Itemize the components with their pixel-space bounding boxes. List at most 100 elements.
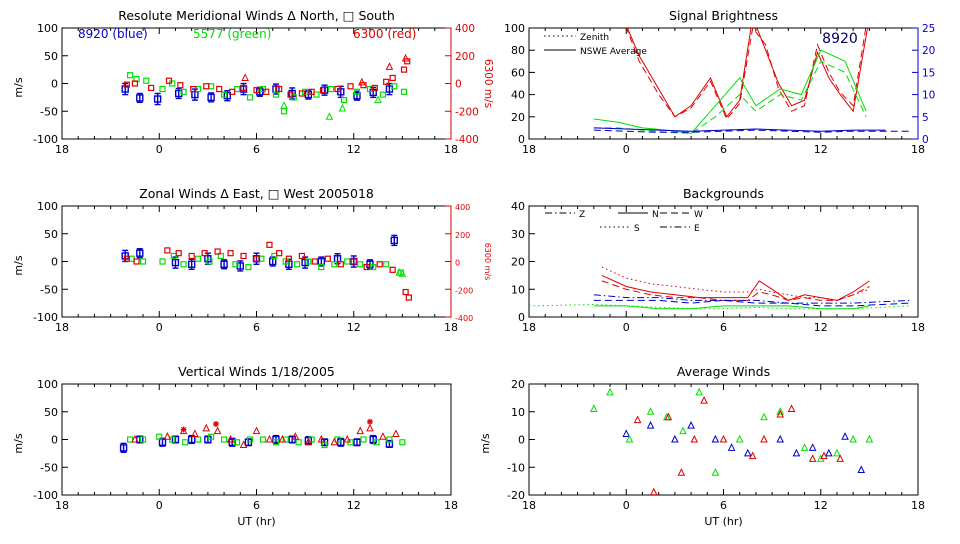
x-tick-label: 18 [444, 321, 458, 334]
legend-5577: 5577 (green) [193, 27, 271, 41]
data-point [337, 261, 344, 268]
data-point [370, 263, 377, 271]
x-tick-label: 18 [522, 143, 536, 156]
y-axis-label: m/s [12, 433, 25, 453]
x-tick-label: 18 [911, 143, 925, 156]
data-point [391, 83, 398, 90]
x-axis-label: UT (hr) [237, 515, 275, 528]
data-point [291, 432, 300, 440]
data-point [849, 434, 857, 443]
data-point [153, 95, 162, 103]
series-line [601, 266, 870, 301]
data-point [308, 88, 315, 95]
x-tick-label: 18 [55, 143, 69, 156]
x-tick-label: 0 [623, 499, 630, 512]
data-point [353, 438, 361, 446]
data-point [207, 93, 215, 102]
data-point [792, 448, 801, 457]
data-point [677, 468, 686, 476]
data-point [808, 443, 817, 451]
data-point [163, 432, 172, 440]
data-point [841, 432, 849, 440]
data-point [820, 451, 828, 460]
data-point [319, 87, 327, 94]
data-point [148, 84, 155, 92]
data-point [133, 258, 140, 265]
data-point [325, 112, 334, 120]
data-point [236, 262, 244, 270]
data-point [278, 434, 287, 443]
data-point [331, 261, 338, 268]
y-axis-label: m/s [12, 255, 25, 275]
data-point [366, 418, 373, 425]
data-point [317, 434, 326, 443]
data-point [622, 429, 631, 437]
data-point [313, 91, 320, 98]
chart-title: Resolute Meridional Winds Δ North, □ Sou… [118, 8, 395, 23]
data-point [321, 441, 328, 449]
x-tick-label: 18 [911, 499, 925, 512]
data-point [272, 91, 280, 98]
x-tick-label: 18 [522, 499, 536, 512]
chart-title: Backgrounds [683, 186, 764, 201]
data-point [187, 260, 196, 268]
data-point [245, 263, 252, 271]
series-line [593, 299, 910, 307]
chart-title: Signal Brightness [669, 8, 778, 23]
data-point [687, 421, 695, 429]
data-point [220, 436, 228, 443]
data-point [379, 432, 387, 440]
annotation-8920: 8920 [822, 31, 858, 47]
y-tick-label: -20 [507, 489, 525, 502]
x-tick-label: 18 [911, 321, 925, 334]
data-point [646, 421, 655, 429]
y-tick-label: 10 [511, 406, 525, 419]
data-point [402, 288, 409, 296]
data-point [280, 101, 288, 109]
chart-title: Zonal Winds Δ East, □ West 2005018 [139, 186, 374, 201]
data-point [690, 434, 699, 443]
x-tick-label: 12 [347, 143, 361, 156]
chart-title: Vertical Winds 1/18/2005 [178, 364, 335, 379]
x-tick-label: 12 [814, 321, 828, 334]
data-point [808, 454, 817, 462]
data-point [293, 261, 301, 268]
right-y-tick-label: 20 [922, 45, 935, 57]
data-point [386, 436, 393, 443]
right-y-tick-label: 15 [922, 67, 935, 79]
data-point [131, 80, 139, 87]
data-point [295, 439, 302, 446]
x-tick-label: 18 [444, 499, 458, 512]
data-point [311, 258, 318, 265]
data-point [233, 439, 241, 446]
data-point [385, 440, 394, 448]
data-point [857, 465, 866, 474]
plot-area [590, 387, 874, 495]
y-tick-label: 100 [37, 22, 58, 35]
data-point [371, 84, 378, 92]
data-point [679, 426, 687, 435]
x-tick-label: 12 [347, 321, 361, 334]
y-axis-label: m/s [12, 77, 25, 97]
data-point [227, 250, 234, 257]
data-point [119, 444, 128, 452]
right-y-tick-label: 0 [455, 79, 462, 91]
data-point [400, 66, 408, 73]
y-tick-label: 80 [511, 44, 525, 57]
series-line [593, 49, 867, 134]
y-tick-label: 100 [37, 378, 58, 391]
right-y-tick-label: 25 [922, 23, 935, 35]
legend-label: Z [579, 210, 585, 220]
data-point [265, 434, 274, 443]
y-tick-label: 100 [37, 200, 58, 213]
right-y-tick-label: 400 [455, 203, 470, 212]
chart-title: Average Winds [677, 364, 770, 379]
data-point [333, 255, 342, 263]
x-tick-label: 6 [253, 499, 260, 512]
data-point [776, 407, 785, 415]
data-point [340, 97, 348, 104]
data-point [727, 443, 736, 451]
